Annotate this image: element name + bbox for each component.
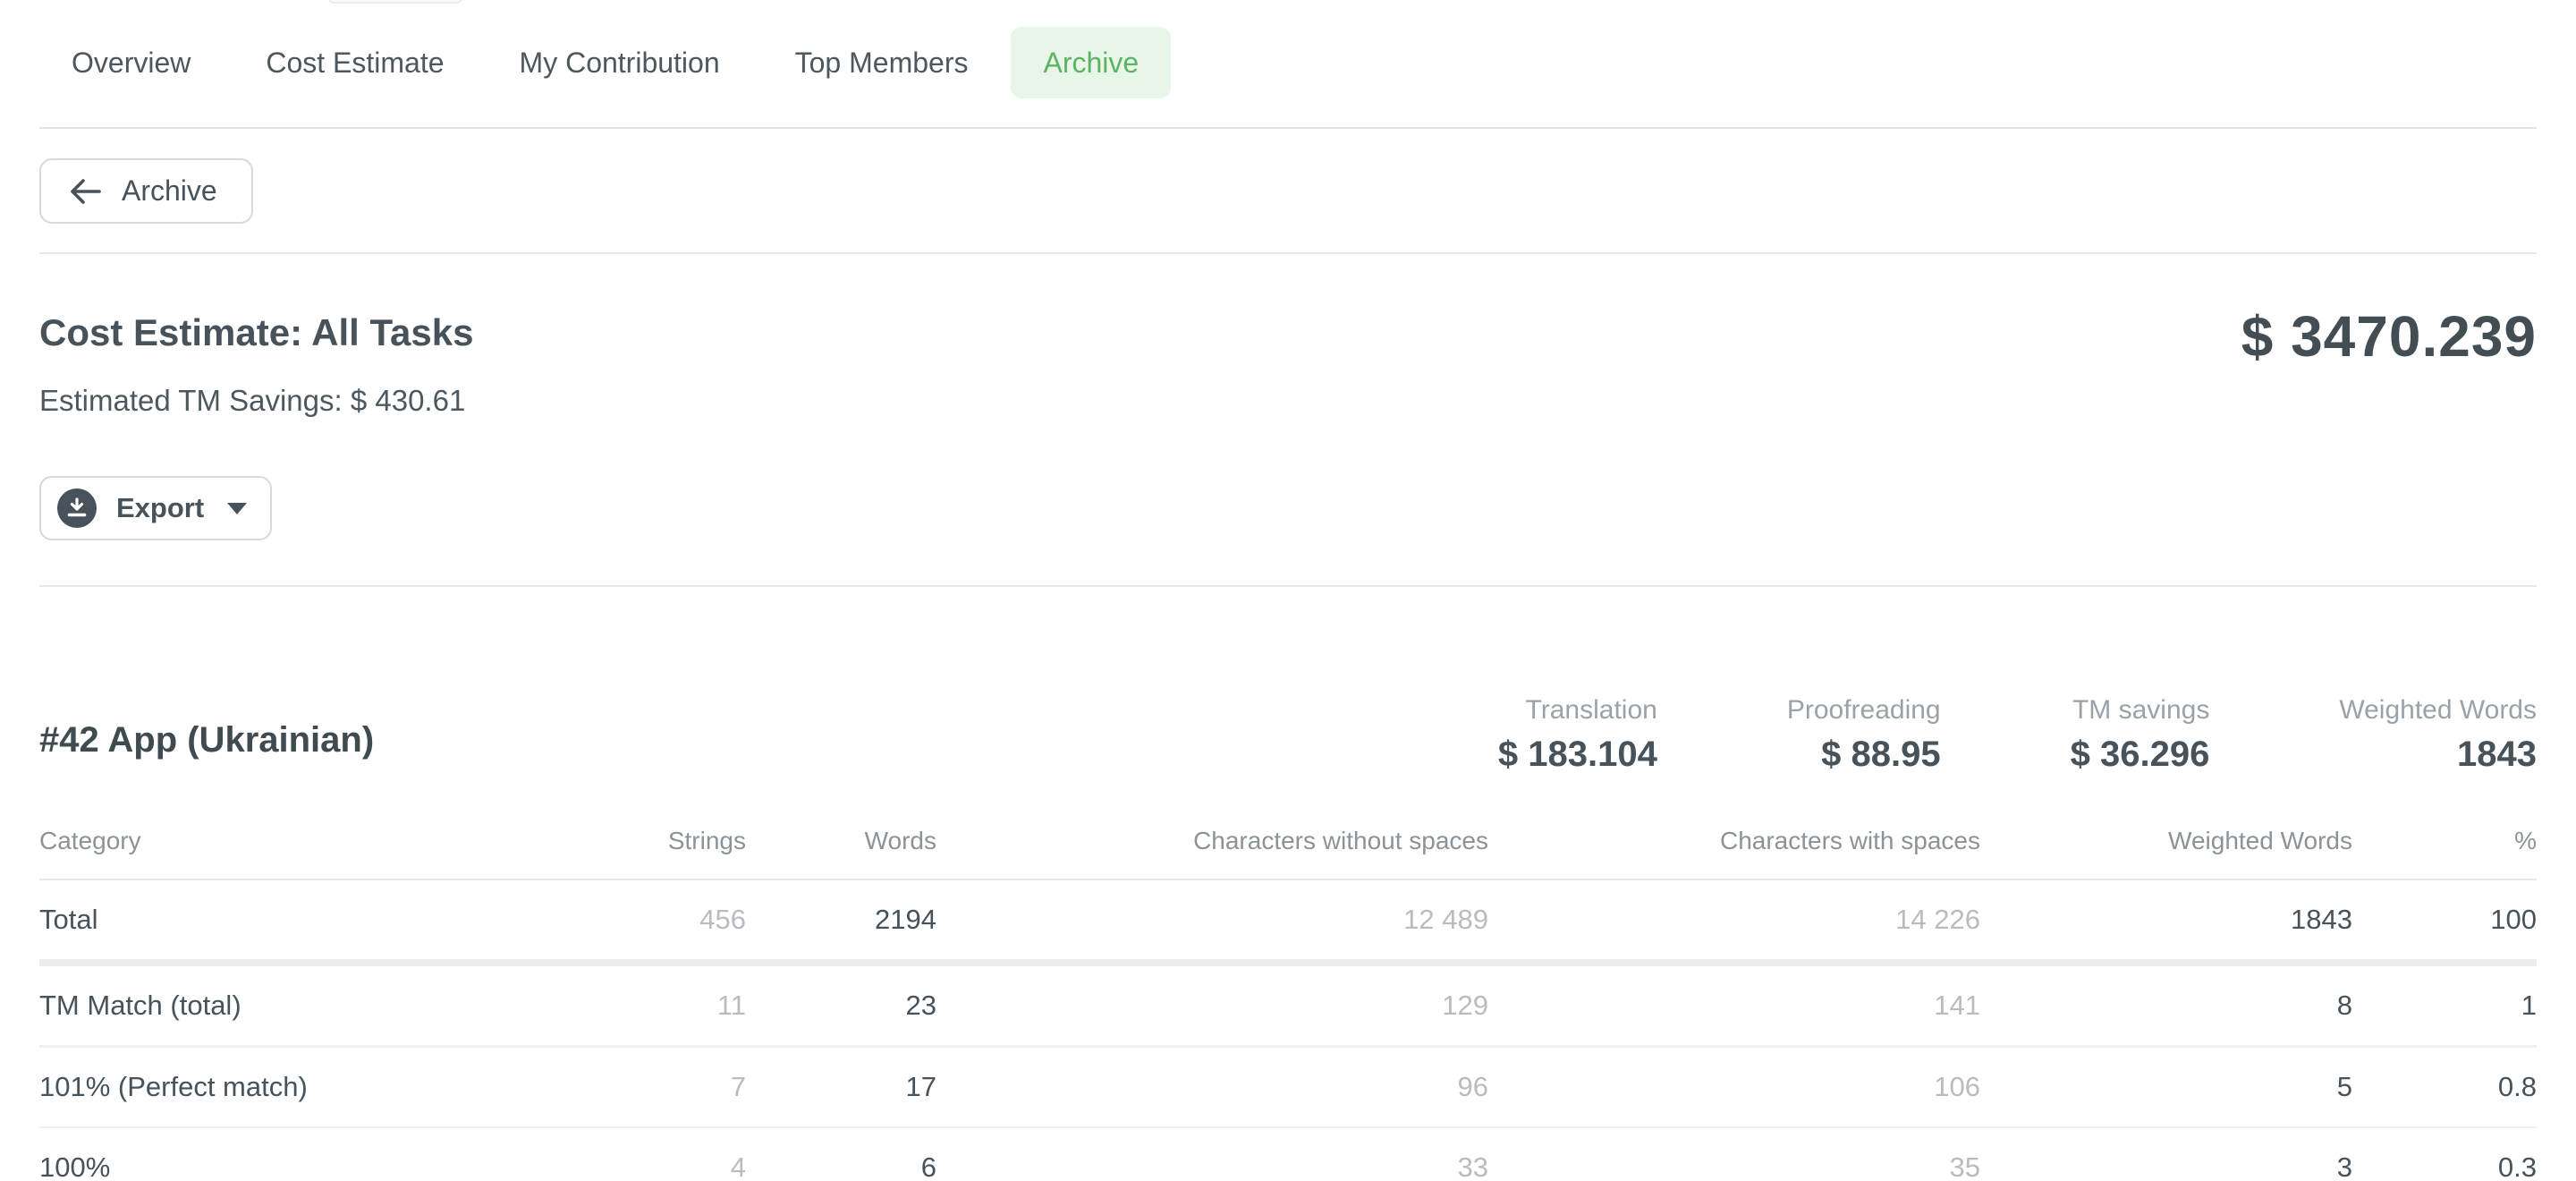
stat-tm-savings: TM savings $ 36.296 (2070, 695, 2210, 774)
col-percent: % (2352, 827, 2537, 880)
table-header-row: Category Strings Words Characters withou… (39, 827, 2537, 880)
back-section: Archive (39, 129, 2537, 254)
table-row: Total 456 2194 12 489 14 226 1843 100 (39, 879, 2537, 966)
cost-summary-section: Cost Estimate: All Tasks $ 3470.239 Esti… (39, 254, 2537, 587)
col-words: Words (746, 827, 936, 880)
tab-top-members[interactable]: Top Members (794, 46, 969, 79)
export-label: Export (116, 492, 205, 523)
col-category: Category (39, 827, 540, 880)
tab-archive[interactable]: Archive (1011, 27, 1172, 98)
total-cost-value: $ 3470.239 (2241, 304, 2537, 369)
cut-off-element-top (327, 0, 463, 4)
tab-my-contribution[interactable]: My Contribution (519, 46, 720, 79)
tm-savings-line: Estimated TM Savings: $ 430.61 (39, 384, 466, 417)
table-row: 100% 4 6 33 35 3 0.3 (39, 1151, 2537, 1181)
caret-down-icon (227, 502, 248, 514)
task-stats: Translation $ 183.104 Proofreading $ 88.… (1498, 694, 2537, 775)
col-chars-with-spaces: Characters with spaces (1488, 827, 1980, 880)
tab-overview[interactable]: Overview (72, 46, 191, 79)
table-row: 101% (Perfect match) 7 17 96 106 5 0.8 (39, 1046, 2537, 1128)
task-title: #42 App (Ukrainian) (39, 720, 375, 760)
tab-cost-estimate[interactable]: Cost Estimate (266, 46, 445, 79)
export-button[interactable]: Export (39, 476, 273, 540)
col-chars-without-spaces: Characters without spaces (936, 827, 1488, 880)
archive-back-label: Archive (122, 174, 217, 207)
stat-translation: Translation $ 183.104 (1497, 695, 1657, 774)
table-row: TM Match (total) 11 23 129 141 8 1 (39, 963, 2537, 1048)
cost-table: Category Strings Words Characters withou… (39, 827, 2537, 1181)
col-weighted-words: Weighted Words (1980, 827, 2352, 880)
download-icon (57, 489, 97, 528)
tab-bar: Overview Cost Estimate My Contribution T… (39, 0, 2537, 129)
stat-proofreading: Proofreading $ 88.95 (1786, 695, 1941, 774)
arrow-left-icon (68, 178, 102, 205)
archive-back-button[interactable]: Archive (39, 158, 253, 224)
page-title: Cost Estimate: All Tasks (39, 311, 474, 353)
stat-weighted-words: Weighted Words 1843 (2339, 695, 2537, 774)
col-strings: Strings (540, 827, 746, 880)
task-section: #42 App (Ukrainian) Translation $ 183.10… (39, 587, 2537, 1181)
